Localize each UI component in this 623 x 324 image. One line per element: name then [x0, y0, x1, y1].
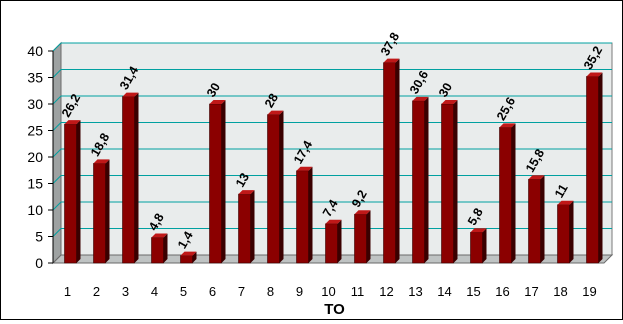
bar-side	[512, 123, 516, 263]
bar-12	[384, 59, 400, 263]
x-tick-label: 5	[180, 284, 187, 299]
bar-front	[413, 101, 425, 263]
bar-front	[94, 163, 106, 263]
bar-front	[587, 76, 599, 263]
bar-14	[442, 100, 458, 263]
y-tick-label: 0	[35, 255, 43, 271]
y-tick-label: 15	[27, 176, 43, 192]
x-axis-label: TO	[324, 301, 345, 318]
bar-side	[367, 210, 371, 263]
x-tick-label: 9	[296, 284, 303, 299]
bar-front	[355, 214, 367, 263]
bar-side	[251, 190, 255, 263]
bar-8	[268, 111, 284, 263]
y-tick-label: 30	[27, 96, 43, 112]
bar-front	[239, 194, 251, 263]
bar-side	[164, 234, 168, 263]
x-tick-label: 1	[64, 284, 71, 299]
y-tick-label: 25	[27, 123, 43, 139]
x-tick-label: 13	[408, 284, 422, 299]
x-tick-label: 17	[524, 284, 538, 299]
bar-3	[123, 93, 139, 263]
bar-front	[384, 63, 396, 263]
bar-15	[471, 228, 487, 263]
bar-side	[425, 97, 429, 263]
bar-side	[309, 167, 313, 263]
x-tick-label: 10	[321, 284, 335, 299]
bar-side	[541, 175, 545, 263]
bar-19	[587, 72, 603, 263]
bar-side	[454, 100, 458, 263]
bar-side	[338, 220, 342, 263]
bar-7	[239, 190, 255, 263]
bar-5	[181, 252, 197, 263]
bar-side	[77, 120, 81, 263]
bar-1	[65, 120, 81, 263]
y-tick-label: 40	[27, 43, 43, 59]
y-axis-ticks: 0 5 10 15 20 25 30 35 40	[27, 43, 53, 271]
x-tick-label: 8	[267, 284, 274, 299]
bar-side	[599, 72, 603, 263]
x-tick-label: 7	[238, 284, 245, 299]
bar-side	[570, 201, 574, 263]
bar-front	[210, 104, 222, 263]
y-tick-label: 5	[35, 229, 43, 245]
bar-front	[558, 205, 570, 263]
x-tick-label: 15	[466, 284, 480, 299]
bar-front	[123, 97, 135, 263]
bar-front	[181, 256, 193, 263]
bar-front	[268, 115, 280, 263]
x-tick-label: 14	[437, 284, 451, 299]
x-tick-label: 2	[93, 284, 100, 299]
bar-front	[297, 171, 309, 263]
bar-side	[106, 159, 110, 263]
bar-9	[297, 167, 313, 263]
y-tick-label: 20	[27, 149, 43, 165]
bar-side	[222, 100, 226, 263]
y-tick-label: 10	[27, 202, 43, 218]
bar-front	[326, 224, 338, 263]
bar-front	[529, 179, 541, 263]
x-tick-label: 3	[122, 284, 129, 299]
bar-16	[500, 123, 516, 263]
bar-18	[558, 201, 574, 263]
bar-side	[396, 59, 400, 263]
x-axis-ticks: 1 2 3 4 5 6 7 8 9 10 11 12 13 14 15 16 17 18 19	[64, 284, 597, 299]
x-tick-label: 16	[495, 284, 509, 299]
bar-4	[152, 234, 168, 263]
y-tick-label: 35	[27, 70, 43, 86]
x-tick-label: 11	[351, 284, 365, 299]
bar-front	[500, 127, 512, 263]
bar-2	[94, 159, 110, 263]
x-tick-label: 6	[209, 284, 216, 299]
x-tick-label: 12	[379, 284, 393, 299]
bar-17	[529, 175, 545, 263]
bar-front	[442, 104, 454, 263]
bar-front	[152, 238, 164, 263]
x-tick-label: 19	[582, 284, 596, 299]
bar-side	[280, 111, 284, 263]
bar-front	[471, 232, 483, 263]
x-tick-label: 4	[151, 284, 158, 299]
bar-10	[326, 220, 342, 263]
bar-side	[135, 93, 139, 263]
bar-13	[413, 97, 429, 263]
bar-6	[210, 100, 226, 263]
bar-11	[355, 210, 371, 263]
x-tick-label: 18	[553, 284, 567, 299]
bar-front	[65, 124, 77, 263]
bar-side	[483, 228, 487, 263]
